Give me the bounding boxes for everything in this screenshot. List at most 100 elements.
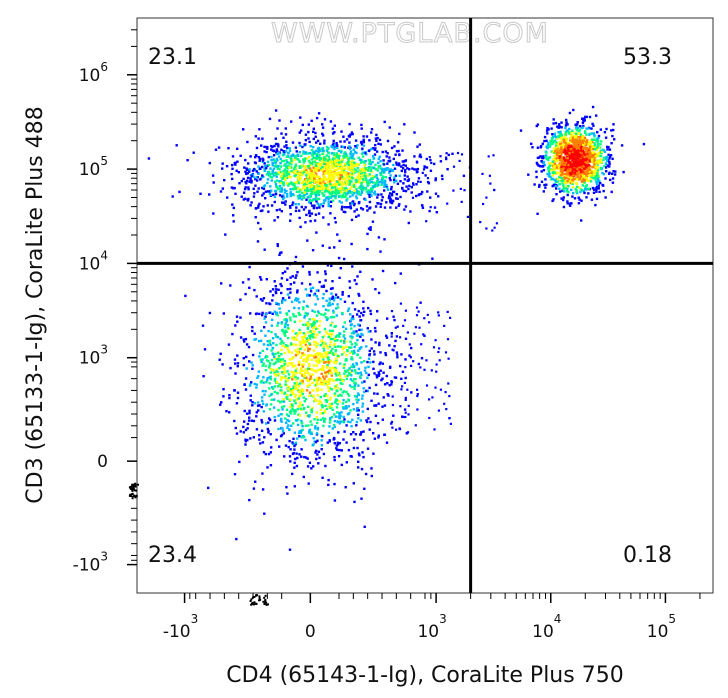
event-dot — [341, 402, 345, 405]
event-dot — [325, 394, 329, 398]
event-dot — [600, 140, 603, 143]
event-dot — [347, 165, 351, 169]
event-dot — [323, 377, 326, 380]
event-dot — [354, 342, 357, 345]
event-dot — [394, 326, 397, 329]
event-dot — [564, 133, 567, 136]
event-dot — [259, 227, 262, 231]
event-dot — [279, 251, 282, 255]
event-dot — [318, 154, 321, 157]
event-dot — [594, 169, 598, 172]
event-dot — [336, 233, 339, 236]
event-dot — [577, 130, 581, 134]
event-dot — [589, 151, 592, 154]
event-dot — [307, 354, 310, 357]
event-dot — [552, 147, 556, 150]
event-dot — [308, 140, 311, 144]
event-dot — [332, 172, 335, 175]
event-dot — [261, 389, 264, 393]
event-dot — [325, 372, 328, 376]
event-dot — [306, 465, 310, 468]
event-dot — [569, 168, 572, 171]
event-dot — [264, 364, 267, 368]
event-dot — [355, 215, 358, 218]
event-dot — [334, 296, 337, 299]
event-dot — [568, 156, 571, 159]
event-dot — [253, 382, 256, 386]
event-dot — [357, 181, 360, 184]
event-dot — [290, 159, 293, 163]
event-dot — [247, 186, 250, 189]
event-dot — [269, 362, 272, 365]
event-dot — [352, 402, 355, 406]
event-dot — [285, 176, 289, 180]
event-dot — [331, 132, 335, 135]
event-dot — [357, 466, 360, 469]
event-dot — [566, 171, 569, 174]
event-dot — [286, 418, 289, 422]
event-dot — [309, 167, 312, 170]
event-dot — [331, 287, 334, 290]
event-dot — [324, 163, 327, 166]
event-dot — [342, 325, 345, 328]
event-dot — [352, 317, 355, 321]
event-dot — [596, 139, 600, 143]
event-dot — [371, 278, 374, 281]
event-dot — [587, 127, 590, 130]
event-dot — [308, 461, 312, 464]
event-dot — [571, 174, 574, 177]
event-dot — [298, 340, 302, 344]
event-dot — [349, 133, 352, 136]
axis-pile-event — [137, 483, 139, 486]
event-dot — [303, 168, 306, 172]
event-dot — [542, 160, 545, 164]
event-dot — [374, 383, 378, 387]
event-dot — [315, 411, 319, 414]
event-dot — [322, 341, 326, 344]
event-dot — [263, 162, 266, 165]
event-dot — [293, 281, 296, 284]
event-dot — [334, 353, 337, 356]
event-dot — [579, 153, 582, 157]
event-dot — [587, 159, 591, 162]
event-dot — [274, 173, 277, 176]
event-dot — [372, 350, 376, 353]
event-dot — [306, 181, 309, 184]
event-dot — [359, 371, 362, 374]
event-dot — [254, 207, 258, 210]
event-dot — [416, 394, 419, 398]
event-dot — [553, 178, 556, 181]
event-dot — [576, 174, 579, 177]
event-dot — [322, 452, 326, 456]
event-dot — [246, 172, 249, 175]
event-dot — [279, 162, 282, 165]
event-dot — [294, 255, 298, 259]
event-dot — [295, 371, 298, 375]
event-dot — [297, 176, 300, 179]
event-dot — [352, 332, 356, 335]
event-dot — [304, 397, 308, 401]
event-dot — [337, 163, 340, 166]
event-dot — [566, 142, 569, 145]
event-dot — [363, 390, 366, 394]
event-dot — [387, 168, 391, 171]
event-dot — [324, 312, 327, 315]
event-dot — [419, 366, 422, 369]
event-dot — [279, 434, 283, 438]
event-dot — [268, 394, 271, 398]
event-dot — [322, 349, 326, 352]
event-dot — [334, 361, 337, 365]
event-dot — [289, 409, 293, 412]
event-dot — [347, 163, 351, 167]
event-dot — [263, 393, 266, 396]
event-dot — [285, 192, 289, 196]
event-dot — [274, 137, 277, 140]
event-dot — [416, 393, 419, 396]
event-dot — [286, 344, 289, 348]
event-dot — [315, 457, 318, 461]
event-dot — [587, 174, 591, 177]
event-dot — [255, 146, 259, 150]
event-dot — [251, 404, 254, 407]
event-dot — [389, 174, 392, 177]
event-dot — [332, 178, 335, 181]
